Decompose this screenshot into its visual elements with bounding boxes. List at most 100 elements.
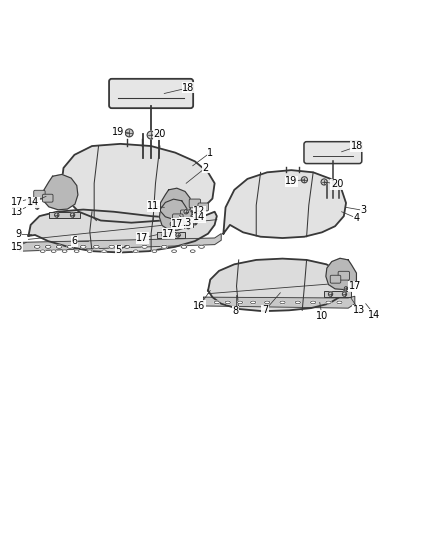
Circle shape xyxy=(350,282,355,286)
Text: 17: 17 xyxy=(162,229,175,239)
Ellipse shape xyxy=(81,245,86,248)
Ellipse shape xyxy=(109,245,114,248)
Polygon shape xyxy=(208,259,346,311)
Circle shape xyxy=(321,179,327,185)
FancyBboxPatch shape xyxy=(157,232,185,238)
Circle shape xyxy=(147,131,155,139)
Circle shape xyxy=(184,209,188,214)
Text: 17: 17 xyxy=(11,197,23,207)
Polygon shape xyxy=(159,199,190,230)
Circle shape xyxy=(191,214,194,218)
Ellipse shape xyxy=(237,301,243,304)
Text: 20: 20 xyxy=(331,179,343,189)
Circle shape xyxy=(176,233,180,237)
Ellipse shape xyxy=(142,245,148,248)
Text: 17: 17 xyxy=(349,281,361,291)
Circle shape xyxy=(71,213,75,217)
Circle shape xyxy=(328,292,333,296)
FancyBboxPatch shape xyxy=(42,194,53,202)
Text: 6: 6 xyxy=(71,236,78,246)
Text: 1: 1 xyxy=(207,148,213,158)
Ellipse shape xyxy=(51,250,56,253)
Ellipse shape xyxy=(295,301,300,304)
Text: 5: 5 xyxy=(115,245,121,255)
Circle shape xyxy=(301,177,307,183)
Text: 14: 14 xyxy=(193,213,205,222)
Polygon shape xyxy=(20,233,221,251)
Text: 11: 11 xyxy=(147,201,159,211)
Polygon shape xyxy=(28,209,217,253)
FancyBboxPatch shape xyxy=(109,79,193,108)
Text: 17: 17 xyxy=(136,233,148,243)
Text: 8: 8 xyxy=(233,306,239,316)
Polygon shape xyxy=(223,170,346,238)
FancyBboxPatch shape xyxy=(173,214,183,222)
FancyBboxPatch shape xyxy=(330,275,341,283)
Ellipse shape xyxy=(124,245,130,248)
Ellipse shape xyxy=(337,301,342,304)
Polygon shape xyxy=(43,174,78,210)
Text: 10: 10 xyxy=(316,311,328,320)
Text: 9: 9 xyxy=(15,229,21,239)
Text: 13: 13 xyxy=(11,207,23,217)
Ellipse shape xyxy=(280,301,285,304)
Circle shape xyxy=(55,213,59,217)
FancyBboxPatch shape xyxy=(34,190,45,199)
Polygon shape xyxy=(61,144,215,223)
Polygon shape xyxy=(160,188,191,220)
Text: 13: 13 xyxy=(180,217,192,228)
Ellipse shape xyxy=(172,250,177,253)
Ellipse shape xyxy=(265,301,270,304)
Polygon shape xyxy=(326,259,357,289)
Circle shape xyxy=(344,287,348,290)
Ellipse shape xyxy=(181,245,187,248)
Text: 15: 15 xyxy=(11,242,23,252)
Text: 18: 18 xyxy=(182,83,194,93)
FancyBboxPatch shape xyxy=(180,210,192,219)
Text: 14: 14 xyxy=(368,310,381,320)
Circle shape xyxy=(28,201,33,205)
Ellipse shape xyxy=(74,250,79,253)
Ellipse shape xyxy=(152,250,157,253)
Ellipse shape xyxy=(94,245,99,248)
FancyBboxPatch shape xyxy=(189,199,201,208)
Text: 7: 7 xyxy=(262,305,268,316)
FancyBboxPatch shape xyxy=(49,212,81,218)
FancyBboxPatch shape xyxy=(166,221,193,227)
Circle shape xyxy=(170,222,174,226)
Circle shape xyxy=(343,292,347,296)
Ellipse shape xyxy=(62,250,67,253)
Ellipse shape xyxy=(117,250,122,253)
Circle shape xyxy=(35,206,39,209)
Text: 2: 2 xyxy=(203,163,209,173)
Ellipse shape xyxy=(161,245,167,248)
Ellipse shape xyxy=(251,301,256,304)
Circle shape xyxy=(193,221,197,225)
Ellipse shape xyxy=(56,245,62,248)
Ellipse shape xyxy=(67,245,73,248)
Ellipse shape xyxy=(102,250,106,253)
Ellipse shape xyxy=(87,250,92,253)
Ellipse shape xyxy=(214,301,219,304)
Ellipse shape xyxy=(199,245,204,248)
Text: 4: 4 xyxy=(354,213,360,223)
Ellipse shape xyxy=(311,301,316,304)
Text: 14: 14 xyxy=(27,197,39,207)
Ellipse shape xyxy=(326,301,331,304)
Text: 3: 3 xyxy=(360,205,367,215)
FancyBboxPatch shape xyxy=(324,292,351,297)
Text: 19: 19 xyxy=(285,176,297,186)
Ellipse shape xyxy=(40,250,45,253)
Ellipse shape xyxy=(133,250,138,253)
Ellipse shape xyxy=(225,301,230,304)
Text: 12: 12 xyxy=(193,206,205,216)
Text: 16: 16 xyxy=(193,301,205,311)
Text: 17: 17 xyxy=(171,219,184,229)
FancyBboxPatch shape xyxy=(304,142,362,164)
Ellipse shape xyxy=(46,245,51,248)
Circle shape xyxy=(187,225,190,229)
FancyBboxPatch shape xyxy=(338,271,350,280)
Ellipse shape xyxy=(190,250,195,253)
Ellipse shape xyxy=(34,245,40,248)
FancyBboxPatch shape xyxy=(198,203,208,211)
